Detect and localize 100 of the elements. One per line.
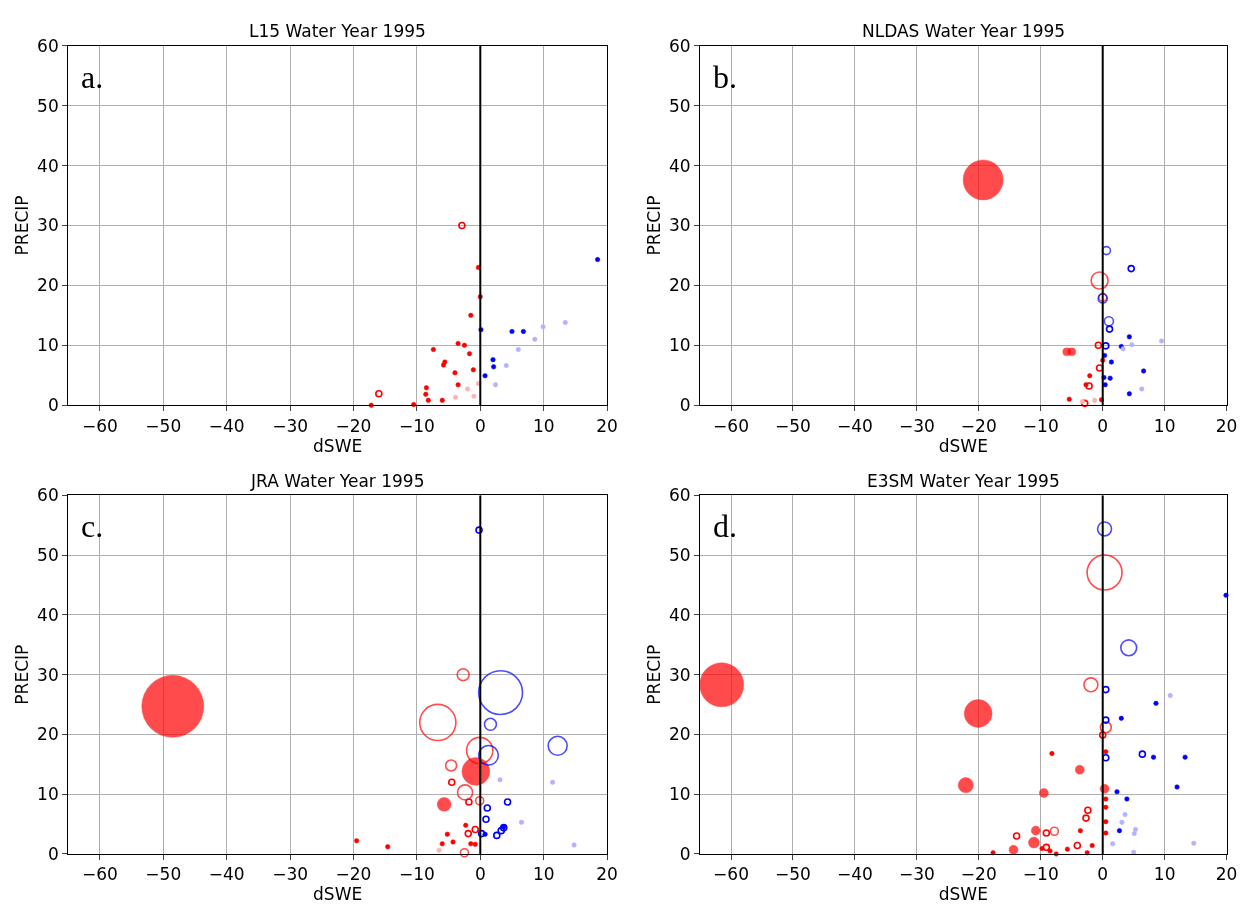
point: [423, 391, 429, 397]
point: [1114, 789, 1120, 795]
point: [1079, 399, 1085, 405]
y-tick-label: 20: [37, 724, 59, 745]
point: [1042, 843, 1051, 852]
point: [1139, 386, 1145, 392]
point: [1159, 338, 1165, 344]
y-tick-label: 0: [47, 395, 59, 416]
x-tick-label: −30: [272, 864, 309, 885]
point: [1153, 700, 1159, 706]
point: [493, 382, 499, 388]
y-tick-label: 20: [668, 275, 691, 296]
point: [540, 324, 546, 330]
point: [452, 370, 458, 376]
y-tick-label: 30: [668, 215, 691, 236]
x-tick-label: 0: [1097, 415, 1109, 436]
x-tick-label: 20: [596, 415, 618, 436]
point: [368, 402, 374, 408]
point: [1119, 819, 1125, 825]
point: [1073, 841, 1082, 850]
point: [490, 357, 496, 363]
point: [453, 394, 459, 400]
y-axis-title: PRECIP: [643, 195, 664, 256]
point: [1049, 751, 1055, 757]
annotation: c.: [81, 508, 104, 544]
point: [1126, 391, 1132, 397]
point: [375, 389, 383, 398]
point: [519, 819, 524, 825]
point: [1103, 749, 1109, 755]
x-axis-title: dSWE: [938, 435, 988, 456]
x-tick-label: −30: [272, 415, 309, 436]
point: [463, 822, 469, 828]
x-tick-label: 20: [596, 864, 618, 885]
point: [503, 363, 509, 369]
point: [1047, 848, 1053, 854]
x-tick-label: −60: [713, 864, 749, 885]
chart-title: JRA Water Year 1995: [250, 471, 425, 491]
annotation: a.: [81, 59, 104, 95]
point: [447, 778, 456, 787]
x-tick-label: 0: [474, 864, 486, 885]
point: [1131, 849, 1137, 855]
point: [1102, 685, 1110, 694]
x-tick-label: −40: [208, 864, 245, 885]
x-tick-label: −50: [145, 415, 182, 436]
point: [472, 841, 478, 847]
point: [423, 385, 429, 391]
point: [1095, 364, 1104, 372]
chart-title: L15 Water Year 1995: [249, 21, 426, 41]
point: [436, 847, 442, 853]
point: [550, 779, 556, 785]
y-tick-label: 0: [679, 843, 691, 864]
y-tick-label: 10: [37, 784, 59, 805]
point: [1092, 397, 1098, 403]
x-axis-title: dSWE: [938, 884, 988, 905]
y-tick-label: 50: [668, 545, 691, 566]
point: [468, 841, 474, 847]
x-tick-label: 10: [532, 864, 555, 885]
x-tick-label: 20: [1215, 415, 1238, 436]
point: [562, 319, 568, 325]
point: [482, 831, 488, 837]
chart-title: NLDAS Water Year 1995: [862, 21, 1066, 41]
point: [497, 826, 506, 835]
x-tick-label: 0: [1097, 864, 1109, 885]
point: [1053, 851, 1059, 857]
point: [509, 328, 515, 334]
point: [1084, 850, 1090, 856]
point: [491, 364, 497, 370]
point: [1102, 753, 1110, 762]
point: [467, 351, 473, 357]
x-tick-label: −10: [398, 864, 435, 885]
x-tick-label: −60: [713, 415, 749, 436]
annotation: d.: [713, 508, 737, 544]
point: [1133, 826, 1139, 832]
point: [1122, 812, 1128, 817]
point: [1094, 341, 1103, 350]
point: [1105, 325, 1114, 333]
y-tick-label: 0: [679, 395, 691, 416]
point: [471, 393, 477, 399]
point: [482, 815, 490, 824]
point: [515, 346, 521, 352]
x-tick-label: −50: [145, 864, 182, 885]
x-tick-label: 10: [532, 415, 555, 436]
point: [441, 362, 447, 368]
x-tick-label: −50: [775, 415, 811, 436]
point: [411, 402, 417, 408]
point: [1098, 731, 1107, 739]
point: [471, 825, 480, 834]
y-axis-title: PRECIP: [11, 644, 32, 705]
point: [385, 844, 391, 850]
point: [461, 342, 467, 348]
y-axis-title: PRECIP: [11, 195, 32, 256]
y-tick-label: 60: [37, 485, 59, 506]
x-axis-title: dSWE: [313, 884, 363, 905]
point: [1102, 382, 1108, 388]
y-tick-label: 50: [37, 95, 59, 116]
point: [1167, 693, 1173, 699]
x-tick-label: −60: [81, 864, 118, 885]
point: [465, 798, 473, 806]
point: [482, 373, 488, 379]
point: [444, 831, 450, 837]
